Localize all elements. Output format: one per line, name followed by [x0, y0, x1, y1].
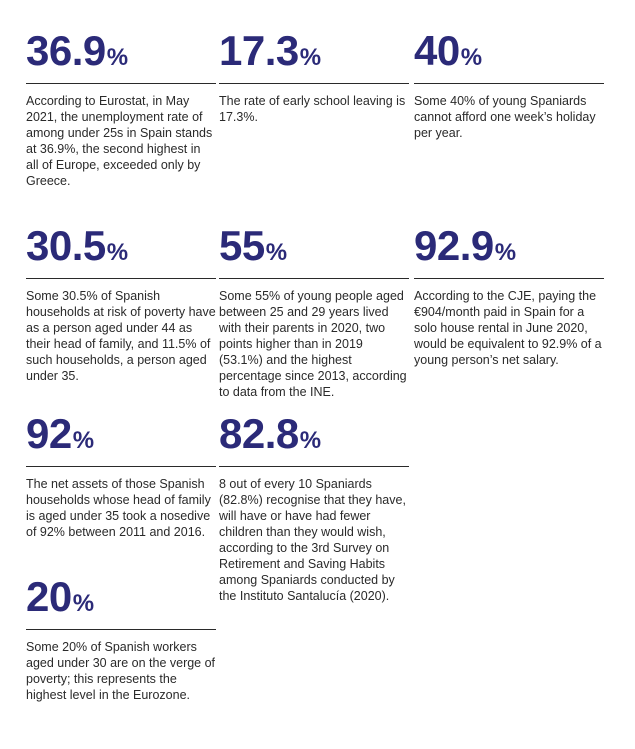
stat-block-living-with-parents: 55% Some 55% of young people aged betwee…: [219, 225, 409, 400]
stat-block-holiday: 40% Some 40% of young Spaniards cannot a…: [414, 30, 604, 141]
stat-block-net-assets: 92% The net assets of those Spanish hous…: [26, 413, 216, 540]
divider: [219, 278, 409, 279]
divider: [414, 278, 604, 279]
stat-value: 36.9: [26, 27, 106, 74]
divider: [414, 83, 604, 84]
stat-unit: %: [106, 239, 128, 266]
stat-number: 17.3%: [219, 30, 409, 79]
stat-description: According to the CJE, paying the €904/mo…: [414, 289, 602, 367]
stat-block-fewer-children: 82.8% 8 out of every 10 Spaniards (82.8%…: [219, 413, 409, 604]
stat-block-workers-poverty: 20% Some 20% of Spanish workers aged und…: [26, 576, 216, 703]
stat-unit: %: [460, 44, 482, 71]
stat-value: 82.8: [219, 410, 299, 457]
stat-block-early-school-leaving: 17.3% The rate of early school leaving i…: [219, 30, 409, 125]
stat-value: 92: [26, 410, 72, 457]
stat-number: 40%: [414, 30, 604, 79]
stat-number: 92.9%: [414, 225, 604, 274]
divider: [26, 278, 216, 279]
stat-description: 8 out of every 10 Spaniards (82.8%) reco…: [219, 477, 406, 603]
stat-unit: %: [72, 590, 94, 617]
stat-value: 17.3: [219, 27, 299, 74]
stat-value: 92.9: [414, 222, 494, 269]
stat-number: 36.9%: [26, 30, 216, 79]
stat-number: 20%: [26, 576, 216, 625]
stat-block-poverty-risk: 30.5% Some 30.5% of Spanish households a…: [26, 225, 216, 384]
stat-value: 20: [26, 573, 72, 620]
stat-description: Some 40% of young Spaniards cannot affor…: [414, 94, 596, 140]
stat-unit: %: [72, 427, 94, 454]
stat-block-unemployment: 36.9% According to Eurostat, in May 2021…: [26, 30, 216, 189]
stat-description: Some 30.5% of Spanish households at risk…: [26, 289, 216, 383]
divider: [26, 466, 216, 467]
stat-number: 92%: [26, 413, 216, 462]
stat-description: Some 55% of young people aged between 25…: [219, 289, 407, 399]
stat-description: The net assets of those Spanish househol…: [26, 477, 211, 539]
stat-block-rent-cost: 92.9% According to the CJE, paying the €…: [414, 225, 604, 368]
stat-unit: %: [494, 239, 516, 266]
stat-unit: %: [106, 44, 128, 71]
stat-unit: %: [299, 44, 321, 71]
stat-description: Some 20% of Spanish workers aged under 3…: [26, 640, 216, 702]
stat-number: 30.5%: [26, 225, 216, 274]
stat-description: According to Eurostat, in May 2021, the …: [26, 94, 213, 188]
stat-description: The rate of early school leaving is 17.3…: [219, 94, 406, 124]
stat-unit: %: [265, 239, 287, 266]
stat-number: 82.8%: [219, 413, 409, 462]
stat-value: 30.5: [26, 222, 106, 269]
divider: [219, 466, 409, 467]
stat-value: 40: [414, 27, 460, 74]
stat-value: 55: [219, 222, 265, 269]
divider: [26, 629, 216, 630]
divider: [26, 83, 216, 84]
stat-unit: %: [299, 427, 321, 454]
stat-number: 55%: [219, 225, 409, 274]
divider: [219, 83, 409, 84]
